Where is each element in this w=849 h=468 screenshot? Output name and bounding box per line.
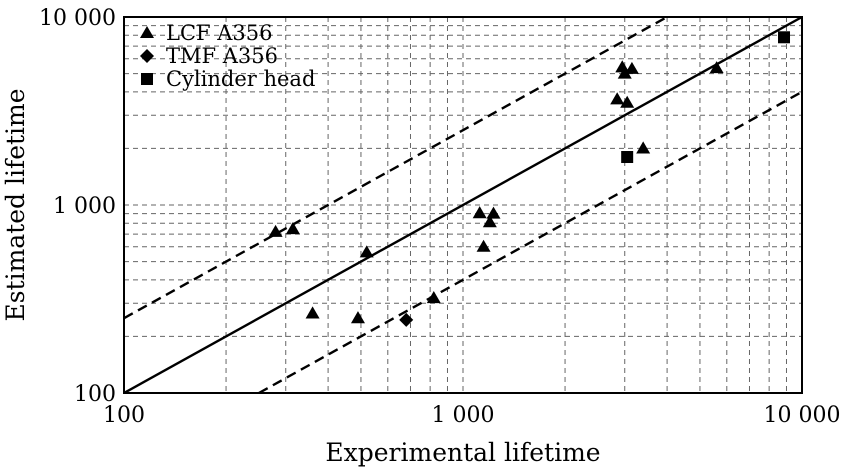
data-points — [268, 31, 791, 327]
x-tick-label: 1 000 — [432, 403, 495, 428]
reference-line-lower — [258, 90, 803, 395]
reference-line-1to1 — [123, 15, 803, 395]
point-lcf-a356 — [482, 215, 497, 228]
grid — [124, 17, 802, 393]
y-tick-label: 1 000 — [53, 194, 116, 219]
point-cylinder-head — [621, 151, 634, 164]
point-lcf-a356 — [624, 61, 639, 74]
reference-line-upper — [123, 15, 668, 320]
y-axis-title: Estimated lifetime — [1, 88, 30, 321]
point-lcf-a356 — [709, 61, 724, 74]
legend-marker-lcf-a356 — [140, 26, 154, 39]
x-tick-label: 10 000 — [764, 403, 841, 428]
point-lcf-a356 — [486, 206, 501, 219]
point-lcf-a356 — [350, 311, 365, 324]
tick-labels: 100 1 000 10 000 100 1 000 10 000 — [39, 6, 840, 428]
point-lcf-a356 — [636, 141, 651, 154]
point-lcf-a356 — [305, 306, 320, 319]
point-lcf-a356 — [359, 245, 374, 258]
reference-lines — [123, 15, 803, 395]
legend-label-cylinder-head: Cylinder head — [166, 67, 315, 91]
point-cylinder-head — [778, 31, 791, 44]
point-lcf-a356 — [268, 224, 283, 237]
plot-frame — [123, 16, 803, 394]
legend-label-lcf-a356: LCF A356 — [166, 21, 273, 45]
point-lcf-a356 — [610, 92, 625, 105]
y-tick-label: 10 000 — [39, 6, 116, 31]
legend-marker-cylinder-head — [141, 73, 153, 85]
point-lcf-a356 — [426, 291, 441, 304]
x-axis-title: Experimental lifetime — [325, 438, 600, 467]
x-tick-label: 100 — [103, 403, 145, 428]
point-lcf-a356 — [620, 95, 635, 108]
y-tick-label: 100 — [74, 382, 116, 407]
point-lcf-a356 — [285, 222, 300, 235]
point-tmf-a356 — [399, 312, 414, 327]
point-lcf-a356 — [617, 66, 632, 79]
legend-marker-tmf-a356 — [140, 49, 154, 63]
point-lcf-a356 — [472, 206, 487, 219]
point-lcf-a356 — [476, 239, 491, 252]
legend-label-tmf-a356: TMF A356 — [166, 44, 278, 68]
